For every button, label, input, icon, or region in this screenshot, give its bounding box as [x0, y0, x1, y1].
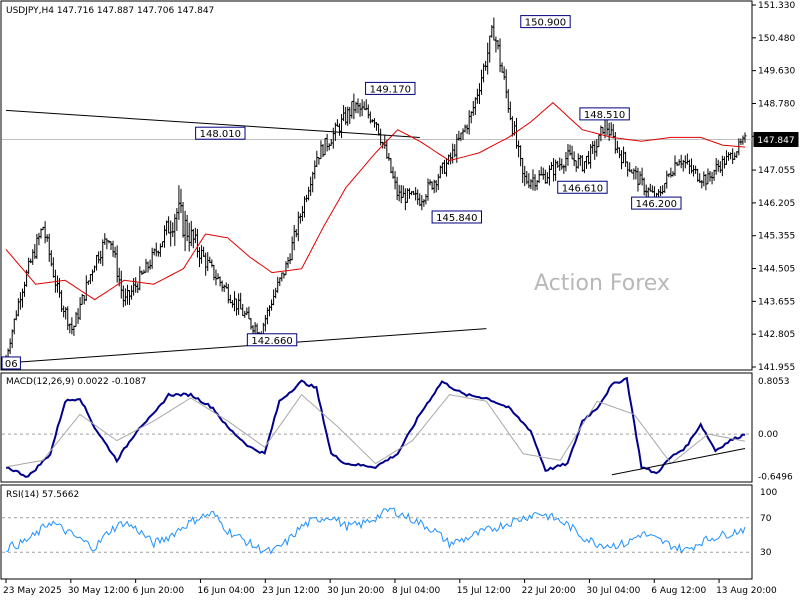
price-annotation-label: 145.840: [436, 213, 477, 224]
x-tick-label: 22 Jul 20:00: [522, 586, 576, 596]
macd-signal-line: [5, 393, 746, 468]
price-annotation-label: 148.510: [584, 110, 625, 121]
price-annotation-label: 06: [5, 359, 18, 370]
rsi-y-tick-label: 70: [760, 514, 772, 524]
price-y-tick-label: 143.655: [758, 297, 795, 307]
rsi-y-tick-label: 30: [760, 548, 772, 558]
price-annotation-label: 148.010: [200, 129, 241, 140]
price-y-tick-label: 149.630: [758, 67, 795, 77]
price-annotation-label: 149.170: [370, 84, 411, 95]
watermark-text: Action Forex: [534, 271, 670, 296]
price-y-tick-label: 144.505: [758, 265, 795, 275]
x-tick-label: 23 Jun 12:00: [262, 586, 319, 596]
macd-y-tick-label: -0.6496: [758, 473, 793, 483]
x-axis: 23 May 2025 30 May 12:00 6 Jun 20:00 16 Jun…: [3, 579, 777, 596]
price-annotation-label: 142.660: [251, 336, 292, 347]
price-annotation-box: [1, 356, 21, 370]
macd-header: MACD(12,26,9) 0.0022 -0.1087: [6, 377, 146, 387]
price-y-tick-label: 147.055: [758, 166, 795, 176]
price-annotation-box: [246, 333, 298, 347]
x-tick-label: 30 May 12:00: [68, 586, 130, 596]
price-y-tick-label: 146.205: [758, 199, 795, 209]
macd-pane-frame: [0, 372, 753, 483]
price-y-tick-label: 141.955: [758, 363, 795, 373]
price-header: USDJPY,H4 147.716 147.887 147.706 147.84…: [6, 6, 214, 16]
x-tick-label: 16 Jun 04:00: [197, 586, 254, 596]
price-annotation-label: 146.200: [636, 199, 677, 210]
price-annotation-box: [431, 210, 482, 224]
price-pane-frame: [0, 0, 753, 371]
rsi-pane: 100 70 30: [2, 488, 777, 558]
price-annotation-box: [557, 180, 608, 194]
macd-y-tick-label: 0.8053: [758, 377, 790, 387]
rsi-y-tick-label: 100: [760, 488, 777, 498]
price-trendline: [5, 328, 487, 364]
macd-trendline: [611, 448, 746, 476]
x-tick-label: 13 Aug 20:00: [716, 586, 777, 596]
price-trendline: [5, 109, 420, 138]
price-y-tick-label: 148.780: [758, 99, 795, 109]
last-price-label: 147.847: [757, 136, 794, 146]
price-annotation-label: 150.900: [525, 18, 566, 29]
rsi-header: RSI(14) 57.5662: [6, 490, 79, 500]
price-annotation-box: [195, 126, 246, 140]
x-tick-label: 15 Jul 12:00: [457, 586, 511, 596]
moving-average-line: [5, 102, 746, 301]
x-tick-label: 23 May 2025: [3, 586, 62, 596]
macd-line: [5, 376, 746, 478]
price-y-tick-label: 150.480: [758, 34, 795, 44]
macd-y-tick-label: 0.00: [758, 430, 778, 440]
rsi-line: [5, 507, 746, 555]
rsi-pane-frame: [0, 484, 753, 580]
x-tick-label: 30 Jun 20:00: [327, 586, 384, 596]
price-annotation-box: [579, 107, 630, 121]
price-pane: 151.330150.480149.630148.780147.930147.0…: [1, 1, 799, 373]
price-y-tick-label: 151.330: [758, 1, 795, 11]
x-tick-label: 6 Aug 12:00: [651, 586, 706, 596]
price-annotation-label: 146.610: [562, 183, 603, 194]
x-tick-label: 6 Jun 20:00: [133, 586, 185, 596]
x-tick-label: 30 Jul 04:00: [586, 586, 640, 596]
price-y-tick-label: 145.355: [758, 232, 795, 242]
last-price-box: [753, 131, 799, 147]
x-tick-label: 8 Jul 04:00: [392, 586, 441, 596]
price-annotation-box: [365, 81, 416, 95]
price-annotation-box: [631, 196, 682, 210]
price-y-tick-label: 142.805: [758, 330, 795, 340]
price-annotation-box: [520, 15, 571, 29]
macd-pane: 0.8053 0.00 -0.6496: [2, 376, 793, 483]
